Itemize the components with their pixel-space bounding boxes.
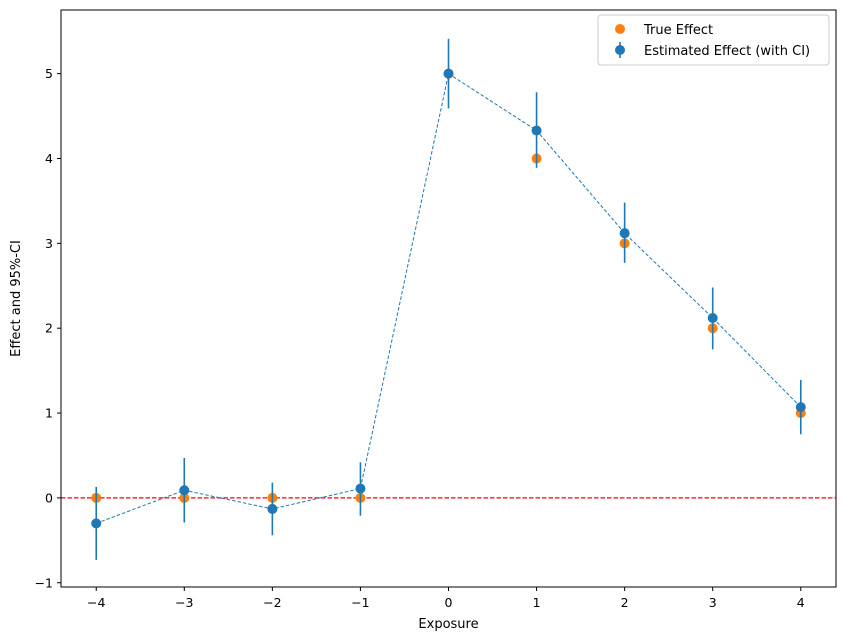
legend-frame bbox=[597, 14, 830, 66]
point-estimated-effect bbox=[531, 125, 542, 136]
legend-marker-estimated-effect bbox=[615, 45, 625, 55]
x-tick-label: 2 bbox=[621, 595, 629, 610]
x-tick-label: 3 bbox=[709, 595, 717, 610]
point-estimated-effect bbox=[91, 518, 102, 529]
point-estimated-effect bbox=[619, 228, 630, 239]
x-tick-label: −3 bbox=[175, 595, 193, 610]
x-tick-label: 0 bbox=[445, 595, 453, 610]
y-tick-label: 3 bbox=[45, 236, 53, 251]
axes-layer: −4 −3 −2 −1 0 1 2 3 4 −1 0 1 2 3 4 5 bbox=[35, 9, 837, 610]
point-estimated-effect bbox=[267, 503, 278, 514]
x-tick-label: −2 bbox=[263, 595, 281, 610]
x-tick-label: −1 bbox=[351, 595, 369, 610]
x-tick-label: 1 bbox=[533, 595, 541, 610]
x-axis-label: Exposure bbox=[418, 617, 478, 632]
marks-layer bbox=[61, 38, 836, 560]
point-estimated-effect bbox=[707, 313, 718, 324]
point-estimated-effect bbox=[179, 485, 190, 496]
point-estimated-effect bbox=[795, 402, 806, 413]
y-tick-label: 4 bbox=[45, 151, 53, 166]
x-tick-label: −4 bbox=[87, 595, 105, 610]
point-estimated-effect bbox=[355, 483, 366, 494]
legend-label-estimated-effect: Estimated Effect (with CI) bbox=[644, 44, 810, 59]
y-tick-label: 1 bbox=[45, 406, 53, 421]
y-tick-label: 2 bbox=[45, 321, 53, 336]
legend-label-true-effect: True Effect bbox=[643, 23, 713, 38]
y-tick-label: 5 bbox=[45, 66, 53, 81]
y-axis-label: Effect and 95%-CI bbox=[9, 240, 24, 357]
point-estimated-effect bbox=[443, 68, 454, 79]
legend: True Effect Estimated Effect (with CI) bbox=[597, 14, 830, 66]
legend-marker-true-effect bbox=[615, 24, 625, 34]
y-tick-label: 0 bbox=[45, 490, 53, 505]
y-tick-label: −1 bbox=[35, 575, 53, 590]
x-tick-label: 4 bbox=[797, 595, 805, 610]
